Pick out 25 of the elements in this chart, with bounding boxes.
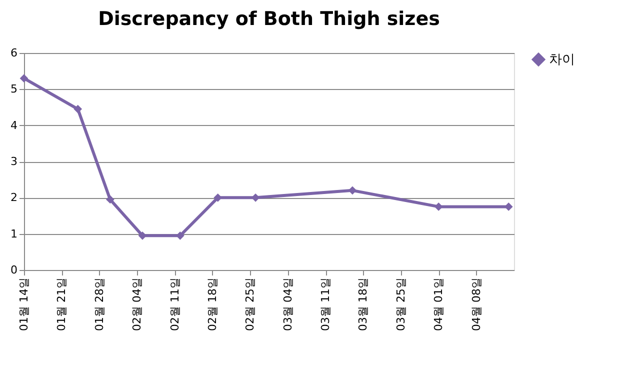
x-tick-label: 04월 01일 [432, 278, 446, 331]
y-tick-label: 6 [10, 46, 18, 60]
y-tick-label: 3 [10, 155, 18, 168]
x-tick-label: 02월 18일 [206, 278, 219, 331]
x-tick-label: 01월 21일 [55, 278, 68, 331]
x-tick-label: 04월 08일 [470, 278, 483, 331]
x-tick-label: 03월 25일 [394, 278, 408, 331]
chart-title: Discrepancy of Both Thigh sizes [98, 8, 440, 30]
x-tick-label: 03월 04일 [281, 278, 294, 331]
legend-label: 차이 [549, 52, 575, 68]
y-tick-label: 0 [10, 264, 18, 276]
x-tick-label: 03월 18일 [356, 278, 370, 331]
x-tick-label: 01월 28일 [92, 278, 106, 331]
y-tick-label: 5 [10, 82, 18, 96]
x-tick-label: 02월 25일 [244, 278, 257, 331]
x-tick-label: 01월 14일 [18, 278, 30, 331]
y-tick-label: 4 [10, 118, 18, 132]
point [74, 104, 82, 114]
point [20, 74, 28, 82]
y-tick-label: 1 [10, 227, 18, 240]
x-tick-label: 02월 04일 [130, 278, 144, 331]
x-tick-label: 03월 11일 [319, 278, 332, 331]
y-tick-label: 2 [10, 191, 18, 204]
x-tick-label: 02월 11일 [168, 278, 182, 331]
point [106, 195, 114, 204]
